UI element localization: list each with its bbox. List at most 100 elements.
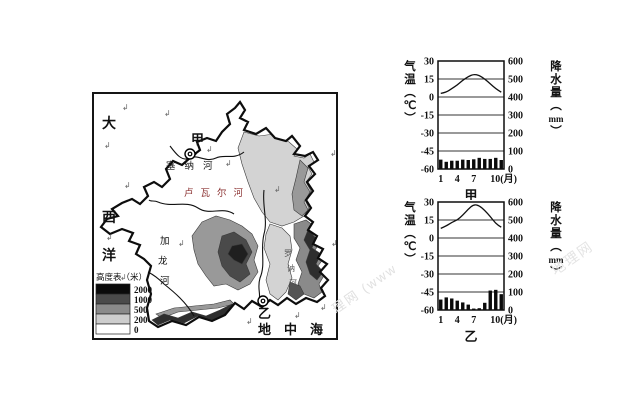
month-axis-tick: 1: [438, 174, 443, 185]
precip-axis-tick: 400: [508, 234, 523, 245]
temp-axis-tick: -15: [421, 252, 434, 263]
precipitation-bar: [488, 290, 492, 310]
wave-mark-icon: ↲: [225, 159, 232, 168]
precip-axis-tick: 300: [508, 252, 523, 263]
precipitation-bar: [483, 158, 487, 169]
wave-mark-icon: ↲: [122, 103, 129, 112]
temp-axis-tick: 30: [424, 57, 434, 68]
precip-axis-tick: 0: [508, 165, 513, 176]
temp-axis-tick: -45: [421, 147, 434, 158]
rhone-river-label-char: 讷: [287, 263, 295, 273]
temp-axis-tick: -30: [421, 270, 434, 281]
temp-axis-title-char: ︶: [403, 252, 416, 266]
precip-axis-title-char: 水: [550, 213, 562, 227]
precipitation-bar: [461, 159, 465, 169]
ocean-label-char: 西: [102, 209, 116, 225]
precip-axis-title-char: ︶: [549, 124, 562, 138]
temperature-line: [440, 73, 502, 95]
wave-mark-icon: ↲: [320, 303, 327, 312]
precipitation-bar: [494, 289, 498, 310]
chart-title: 乙: [464, 329, 477, 344]
wave-mark-icon: ↲: [178, 239, 185, 248]
month-axis-tick: 10(月): [490, 314, 517, 326]
wave-mark-icon: ↲: [331, 239, 336, 248]
seine-river-label: 塞纳河: [166, 160, 222, 172]
precipitation-bar: [499, 294, 503, 310]
precipitation-bar: [461, 302, 465, 310]
relief-alps-core: [303, 229, 324, 281]
precip-axis-tick: 400: [508, 93, 523, 104]
map-canvas: 大 西 洋 甲 乙 塞纳河 卢瓦尔河 加 龙 河 罗 讷 河 地中海 ↲ ↲ ↲: [95, 100, 336, 337]
relief-provence-hills: [287, 281, 305, 301]
precip-axis-title-char: ︶: [549, 265, 562, 279]
sea-label: 地中海: [258, 322, 336, 337]
legend-swatch: [95, 293, 131, 305]
rivers: [147, 145, 266, 317]
precipitation-bar: [472, 159, 476, 169]
wave-mark-icon: ↲: [246, 317, 253, 326]
legend-value: 200: [134, 315, 148, 325]
temp-axis-title-char: 温: [404, 72, 416, 86]
precipitation-bar: [455, 160, 459, 169]
month-axis-tick: 4: [455, 174, 460, 185]
precip-axis-title-char: 量: [550, 85, 562, 99]
precipitation-bar: [499, 160, 503, 169]
temp-axis-title-char: ℃: [404, 240, 417, 253]
precipitation-bar: [450, 160, 454, 169]
temp-axis-tick: 30: [424, 198, 434, 209]
france-relief-map: 大 西 洋 甲 乙 塞纳河 卢瓦尔河 加 龙 河 罗 讷 河 地中海 ↲ ↲ ↲: [92, 92, 338, 340]
wave-mark-icon: ↲: [274, 185, 281, 194]
temp-axis-tick: 0: [429, 93, 434, 104]
seine-river: [169, 145, 245, 161]
climate-chart-yi: 30 600 15 500 0 400 -15 300 -30 200 -45 100 -60 0 1 4 7 1…: [403, 198, 564, 345]
relief-rhone-valley: [263, 223, 293, 301]
precip-axis-tick: 200: [508, 129, 523, 140]
wave-mark-icon: ↲: [124, 181, 131, 190]
wave-mark-icon: ↲: [330, 149, 336, 158]
month-axis-tick: 7: [471, 174, 476, 185]
garonne-river-label-char: 河: [160, 275, 170, 287]
legend-value: 1000: [134, 295, 153, 305]
month-axis-tick: 1: [438, 315, 443, 326]
precipitation-bar: [439, 159, 443, 169]
temperature-line: [440, 204, 502, 229]
legend-value: 500: [134, 305, 148, 315]
chart-title: 甲: [464, 188, 477, 200]
temp-axis-title-char: 气: [403, 200, 416, 214]
garonne-river-label-char: 龙: [158, 255, 168, 267]
precip-axis-tick: 500: [508, 216, 523, 227]
month-axis-tick: 7: [471, 315, 476, 326]
city-yi-marker-inner: [260, 298, 266, 304]
precip-axis-tick: 500: [508, 75, 523, 86]
legend-title: 高度表（米）: [96, 272, 147, 282]
precipitation-bar: [477, 157, 481, 169]
rhone-river-label-char: 河: [289, 278, 297, 288]
city-markers: [184, 148, 269, 307]
legend-swatch: [95, 323, 131, 335]
precipitation-bar: [444, 297, 448, 310]
temp-axis-title-char: ︵: [403, 228, 416, 240]
temp-axis-tick: -45: [421, 288, 434, 299]
temp-axis-tick: 15: [424, 75, 434, 86]
precipitation-bar: [494, 157, 498, 169]
precip-axis-title-char: 降: [550, 200, 562, 214]
temp-axis-tick: -60: [421, 165, 434, 176]
temp-axis-title-char: ℃: [404, 99, 417, 112]
wave-mark-icon: ↲: [206, 145, 213, 154]
precipitation-bar: [466, 304, 470, 310]
ocean-label-char: 大: [102, 115, 116, 131]
climate-chart-jia: 30 600 15 500 0 400 -15 300 -30 200 -45 100 -60 0 1 4 7 1…: [403, 57, 564, 201]
temp-axis-tick: 0: [429, 234, 434, 245]
city-yi-label: 乙: [258, 306, 271, 321]
temp-axis-tick: -30: [421, 129, 434, 140]
precip-axis-title-char: ︵: [549, 241, 562, 253]
precip-axis-tick: 600: [508, 57, 523, 68]
precipitation-bar: [488, 158, 492, 169]
wave-mark-icon: ↲: [294, 311, 301, 320]
loire-river: [148, 199, 235, 215]
precip-axis-title-char: 水: [550, 72, 562, 86]
temp-axis-tick: -60: [421, 306, 434, 317]
precip-axis-title-char: 降: [550, 59, 562, 73]
temp-axis-tick: -15: [421, 111, 434, 122]
